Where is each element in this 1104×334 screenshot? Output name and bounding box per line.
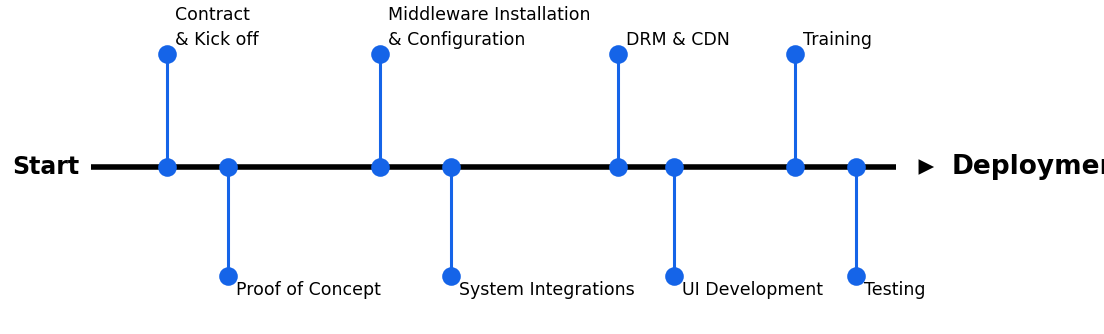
Point: [609, 52, 627, 57]
Point: [219, 273, 236, 279]
Text: System Integrations: System Integrations: [459, 281, 635, 299]
Text: DRM & CDN: DRM & CDN: [626, 31, 730, 49]
Text: Middleware Installation
& Configuration: Middleware Installation & Configuration: [388, 6, 591, 49]
Point: [442, 273, 459, 279]
Point: [371, 164, 389, 170]
Point: [665, 164, 682, 170]
Point: [847, 164, 864, 170]
Point: [158, 164, 176, 170]
Text: Proof of Concept: Proof of Concept: [236, 281, 381, 299]
Point: [442, 164, 459, 170]
Text: Training: Training: [804, 31, 872, 49]
Text: Deployment: Deployment: [952, 154, 1104, 180]
Text: UI Development: UI Development: [681, 281, 822, 299]
Text: Contract
& Kick off: Contract & Kick off: [176, 6, 258, 49]
Point: [158, 52, 176, 57]
Point: [786, 52, 804, 57]
Point: [786, 164, 804, 170]
Text: Start: Start: [12, 155, 79, 179]
Point: [665, 273, 682, 279]
Point: [609, 164, 627, 170]
Point: [847, 273, 864, 279]
Text: Testing: Testing: [864, 281, 925, 299]
Point: [371, 52, 389, 57]
Point: [219, 164, 236, 170]
